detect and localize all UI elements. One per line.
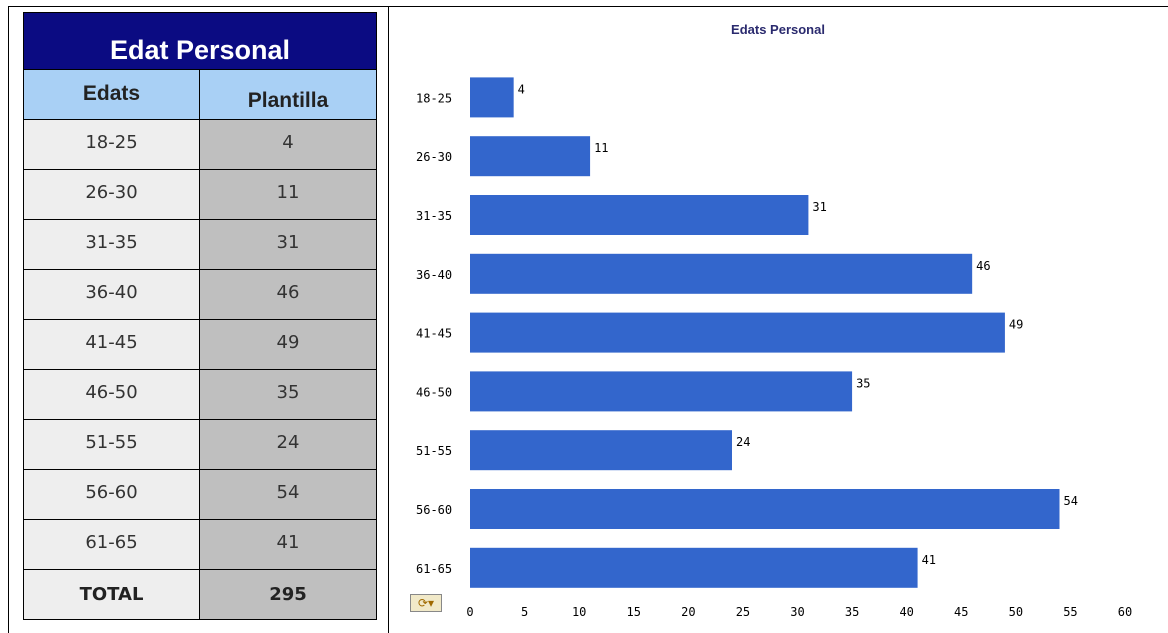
table-row: 18-25 4 (23, 120, 377, 170)
count-cell: 35 (200, 370, 377, 420)
data-label: 4 (518, 82, 525, 96)
count-cell: 46 (200, 270, 377, 320)
age-table: Edat Personal Edats Plantilla 18-25 4 26-3… (23, 12, 377, 620)
age-range-cell: 36-40 (23, 270, 200, 320)
data-label: 35 (856, 376, 870, 390)
data-label: 41 (922, 553, 936, 567)
data-label: 46 (976, 259, 990, 273)
table-row: 36-40 46 (23, 270, 377, 320)
age-range-cell: 46-50 (23, 370, 200, 420)
data-label: 49 (1009, 318, 1023, 332)
table-row: 56-60 54 (23, 470, 377, 520)
bar-18-25 (470, 77, 514, 118)
bar-56-60 (470, 489, 1060, 529)
bar-36-40 (470, 253, 973, 294)
age-range-cell: 18-25 (23, 120, 200, 170)
age-range-cell: 61-65 (23, 520, 200, 570)
x-tick-label: 35 (845, 605, 859, 619)
table-row: 61-65 41 (23, 520, 377, 570)
total-label: TOTAL (23, 570, 200, 620)
count-cell: 11 (200, 170, 377, 220)
table-title: Edat Personal (23, 12, 377, 70)
data-label: 31 (812, 200, 826, 214)
table-row: 26-30 11 (23, 170, 377, 220)
header-edats: Edats (23, 70, 200, 120)
bar-51-55 (470, 430, 732, 471)
x-tick-label: 10 (572, 605, 586, 619)
count-cell: 4 (200, 120, 377, 170)
total-value: 295 (200, 570, 377, 620)
chart-svg: 18-25 4 26-30 11 31-35 31 36-40 46 41-45 49 46-50 3… (416, 77, 1132, 619)
table-header-row: Edats Plantilla (23, 70, 377, 120)
category-label: 61-65 (416, 562, 452, 576)
count-cell: 24 (200, 420, 377, 470)
table-row: 41-45 49 (23, 320, 377, 370)
bar-31-35 (470, 195, 809, 235)
category-label: 18-25 (416, 91, 452, 105)
x-tick-label: 15 (627, 605, 641, 619)
count-cell: 41 (200, 520, 377, 570)
count-cell: 54 (200, 470, 377, 520)
bar-61-65 (470, 547, 918, 588)
x-tick-label: 0 (466, 605, 473, 619)
bar-41-45 (470, 312, 1005, 353)
age-range-cell: 41-45 (23, 320, 200, 370)
age-range-cell: 26-30 (23, 170, 200, 220)
table-row: 46-50 35 (23, 370, 377, 420)
x-tick-label: 25 (736, 605, 750, 619)
x-tick-label: 45 (954, 605, 968, 619)
header-plantilla: Plantilla (200, 70, 377, 120)
category-label: 31-35 (416, 209, 452, 223)
category-label: 51-55 (416, 444, 452, 458)
frame-left-line (8, 6, 9, 633)
x-tick-label: 55 (1063, 605, 1077, 619)
age-range-cell: 31-35 (23, 220, 200, 270)
count-cell: 31 (200, 220, 377, 270)
age-range-cell: 56-60 (23, 470, 200, 520)
table-row: 31-35 31 (23, 220, 377, 270)
age-bar-chart: Edats Personal 18-25 4 26-30 11 31-35 31 36-40… (390, 8, 1166, 628)
category-label: 36-40 (416, 268, 452, 282)
x-tick-label: 40 (899, 605, 913, 619)
x-tick-label: 20 (681, 605, 695, 619)
x-tick-label: 5 (521, 605, 528, 619)
x-tick-label: 30 (790, 605, 804, 619)
age-range-cell: 51-55 (23, 420, 200, 470)
chart-title: Edats Personal (731, 22, 825, 37)
category-label: 41-45 (416, 327, 452, 341)
bar-26-30 (470, 136, 591, 177)
count-cell: 49 (200, 320, 377, 370)
frame-top-line (8, 6, 1168, 7)
table-total-row: TOTAL 295 (23, 570, 377, 620)
bar-46-50 (470, 371, 853, 412)
frame-divider-line (388, 6, 389, 633)
refresh-dropdown-icon[interactable]: ⟳▾ (410, 594, 442, 612)
x-tick-label: 60 (1118, 605, 1132, 619)
x-tick-label: 50 (1009, 605, 1023, 619)
data-label: 54 (1064, 494, 1078, 508)
table-row: 51-55 24 (23, 420, 377, 470)
category-label: 56-60 (416, 503, 452, 517)
category-label: 46-50 (416, 385, 452, 399)
category-label: 26-30 (416, 150, 452, 164)
data-label: 11 (594, 141, 608, 155)
data-label: 24 (736, 435, 750, 449)
